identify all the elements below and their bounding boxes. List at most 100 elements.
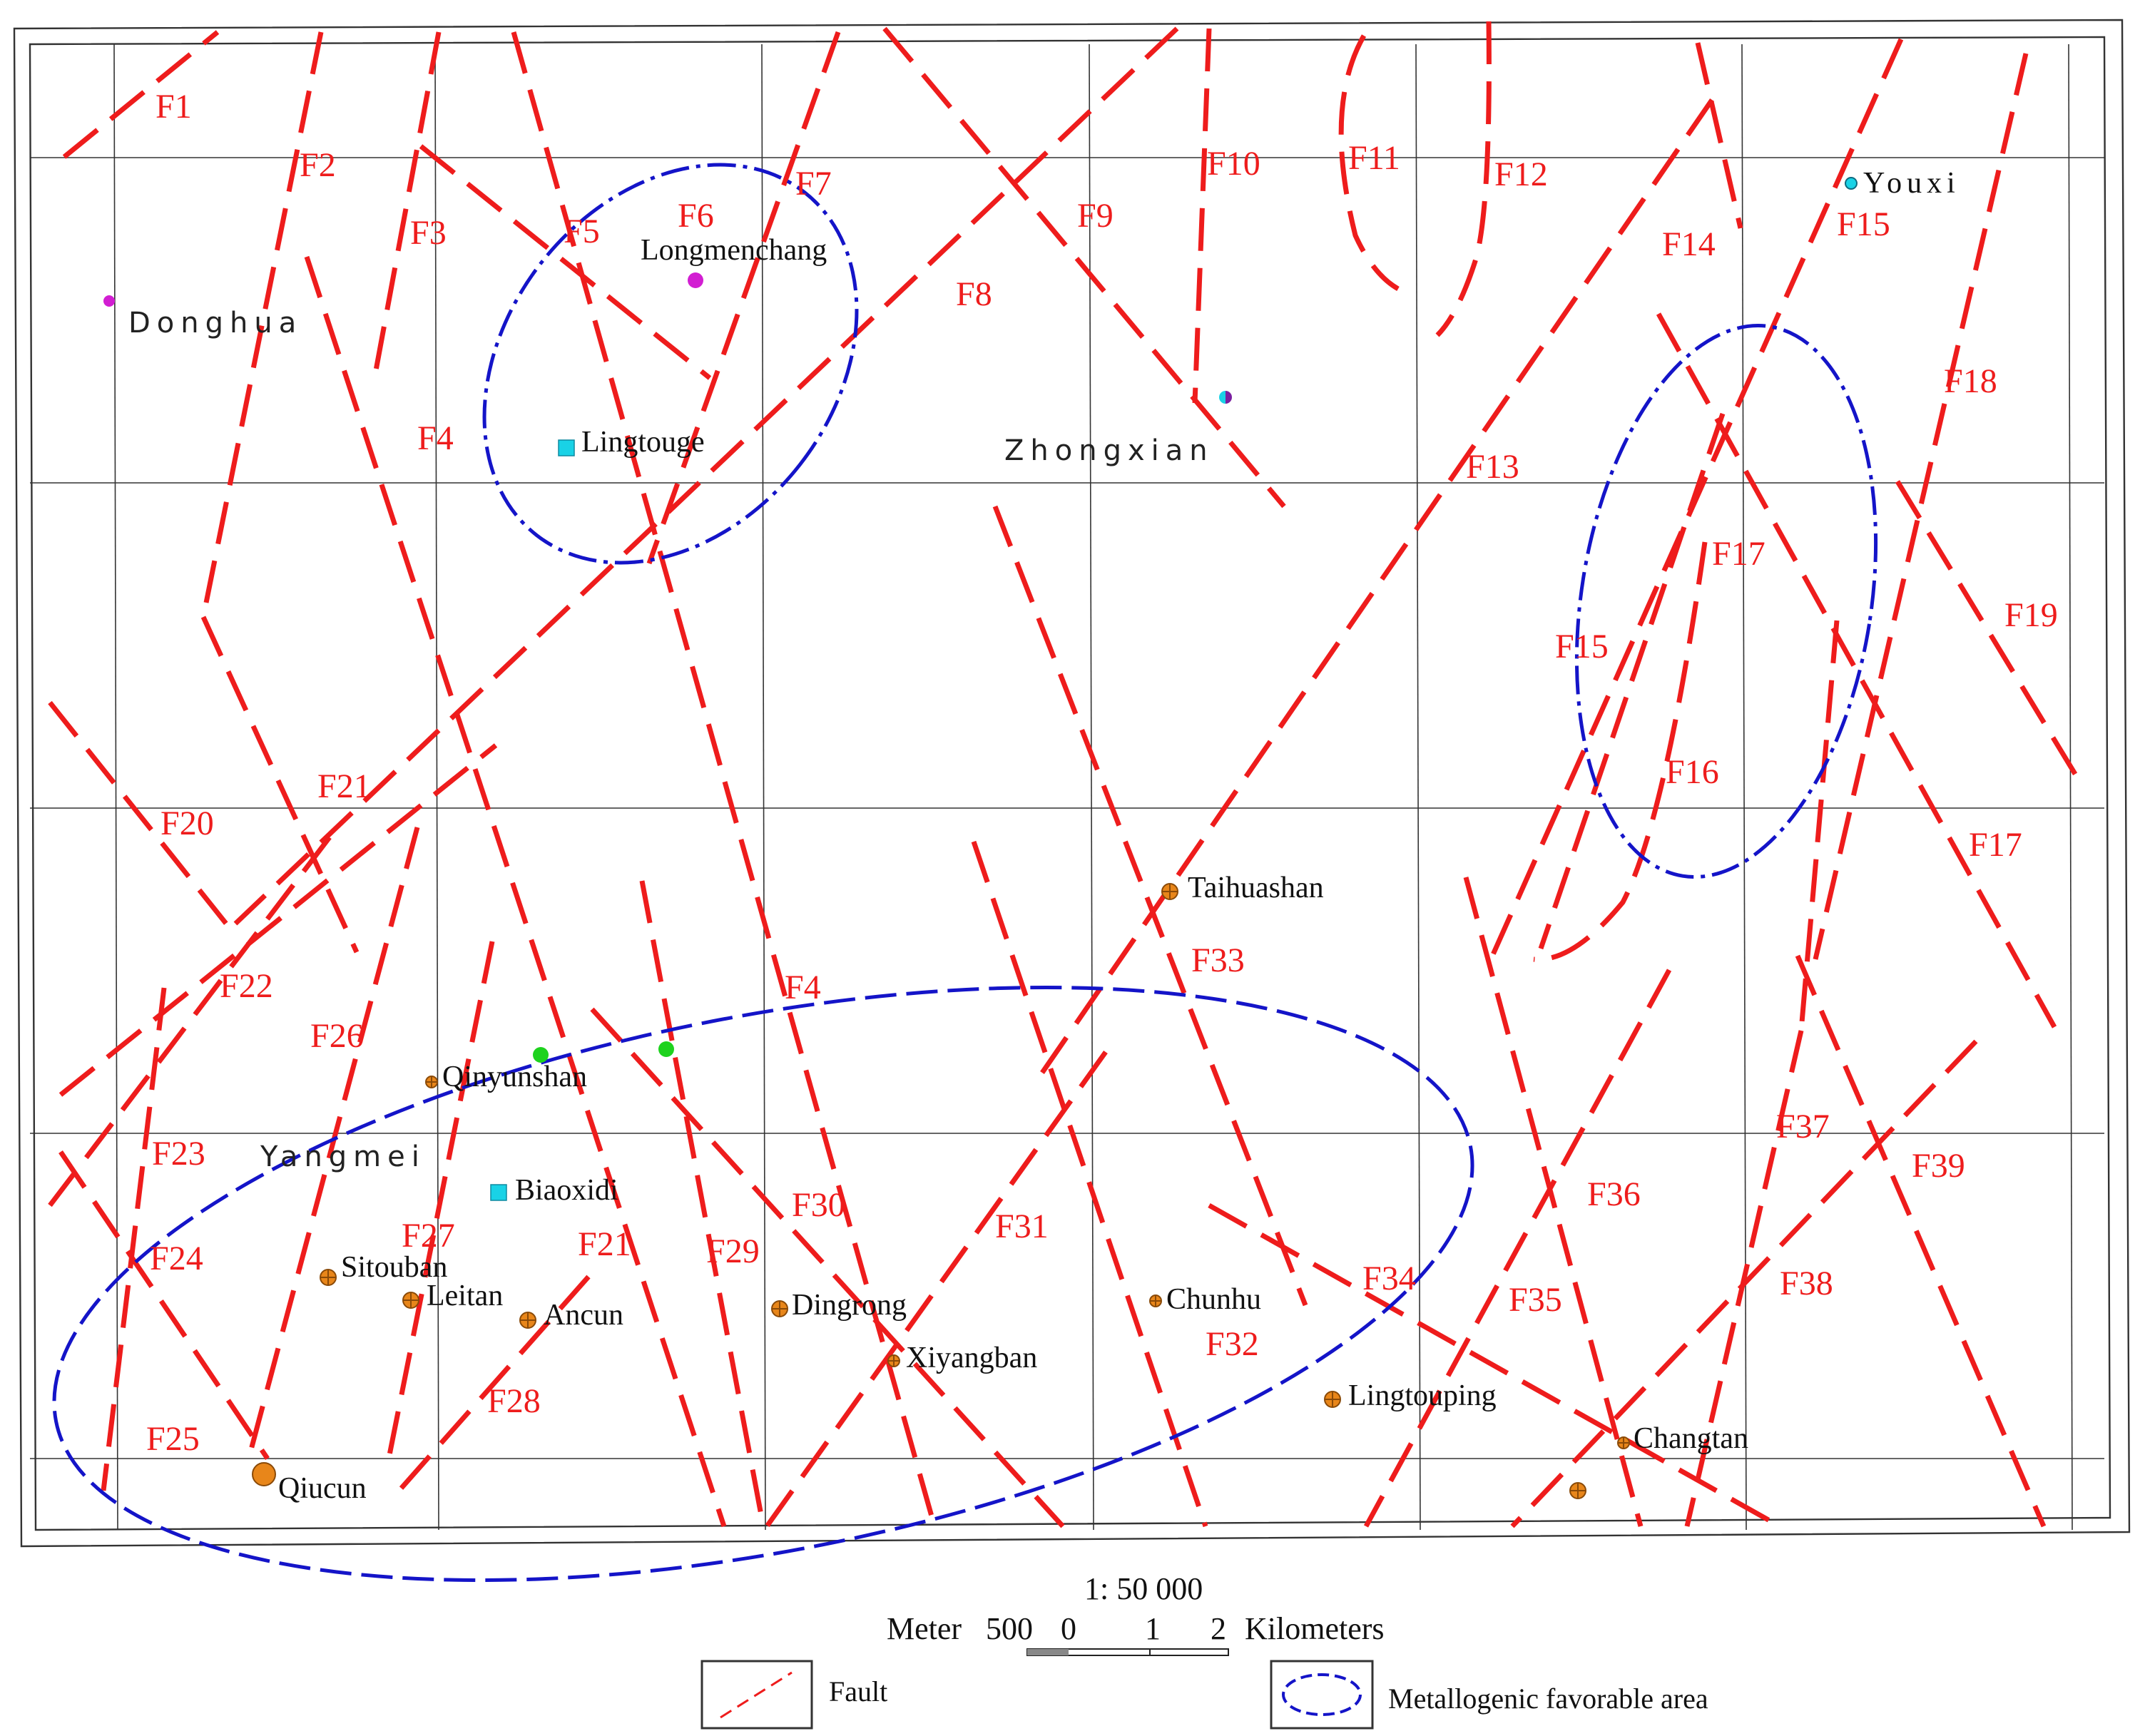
- deposit-marker: [1845, 177, 1858, 190]
- fault-label: F18: [1944, 362, 1997, 400]
- fault-label: F39: [1912, 1147, 1965, 1185]
- fault-label: F20: [160, 805, 214, 842]
- legend-fault-label: Fault: [829, 1675, 887, 1707]
- fault-line: [1795, 954, 2047, 1528]
- place-label-zhongxian: Zhongxian: [1004, 434, 1214, 467]
- place-label-xiyangban: Xiyangban: [906, 1342, 1037, 1374]
- fault-line: [1538, 412, 1726, 950]
- fault-line: [971, 840, 1208, 1528]
- fault-line: [511, 31, 937, 1527]
- fault-line: [765, 1050, 1108, 1528]
- deposit-marker: [425, 1076, 438, 1088]
- fault-line: [1656, 312, 2057, 1028]
- place-label-biaoxidi: Biaoxidi: [515, 1174, 618, 1207]
- scale-tick-label: 1: [1145, 1611, 1161, 1646]
- fault-line: [1463, 877, 1644, 1527]
- fault-line: [48, 700, 234, 933]
- scale-tick-label: 2: [1211, 1611, 1226, 1646]
- place-label-leitan: Leitan: [427, 1280, 503, 1312]
- place-label-yangmei: Yangmei: [260, 1140, 426, 1173]
- place-label-youxi: Youxi: [1863, 167, 1960, 200]
- deposit-marker: [1149, 1295, 1162, 1307]
- favorable-area-ellipse: [52, 985, 1474, 1583]
- place-label-lingtouge: Lingtouge: [581, 426, 705, 459]
- fault-line: [1338, 34, 1400, 292]
- place-label-taihuashan: Taihuashan: [1188, 872, 1324, 904]
- fault-line: [386, 941, 495, 1459]
- place-label-chunhu: Chunhu: [1166, 1283, 1261, 1316]
- place-label-lingtouping: Lingtouping: [1348, 1379, 1497, 1412]
- fault-line: [372, 31, 442, 379]
- place-label-longmenchang: Longmenchang: [641, 234, 827, 267]
- place-labels: Donghua Zhongxian Yangmei Longmenchang L…: [128, 167, 1960, 1505]
- fault-line: [1032, 98, 1714, 1086]
- deposit-marker: [490, 1184, 507, 1201]
- fault-label: F13: [1466, 448, 1519, 486]
- fault-label: F2: [300, 146, 336, 184]
- deposit-marker: [1219, 391, 1226, 404]
- fault-line: [1435, 21, 1492, 337]
- fault-label: F22: [220, 967, 273, 1005]
- fault-label: F31: [995, 1207, 1049, 1245]
- fault-label: F16: [1666, 753, 1719, 791]
- deposit-marker: [533, 1047, 549, 1063]
- fault-label: F10: [1207, 145, 1260, 183]
- fault-line: [1684, 1030, 1804, 1527]
- deposit-marker: [887, 1354, 900, 1367]
- fault-line: [1208, 1203, 1781, 1529]
- fault-label: F23: [152, 1135, 205, 1173]
- fault-label: F25: [146, 1420, 200, 1458]
- fault-label: F19: [2004, 596, 2058, 634]
- deposit-marker: [688, 272, 703, 288]
- place-label-changtan: Changtan: [1634, 1422, 1748, 1455]
- deposit-marker: [320, 1269, 337, 1286]
- place-label-ancun: Ancun: [544, 1299, 623, 1332]
- fault-label: F21: [578, 1225, 631, 1263]
- fault-line: [48, 832, 334, 1207]
- fault-line: [1695, 42, 1743, 229]
- deposit-marker: [1161, 883, 1178, 900]
- place-label-qinyunshan: Qinyunshan: [442, 1061, 587, 1093]
- place-label-donghua: Donghua: [128, 307, 302, 339]
- fault-line: [1533, 541, 1708, 962]
- fault-label: F17: [1969, 826, 2022, 864]
- fault-label: F37: [1776, 1108, 1830, 1145]
- fault-label: F4: [785, 969, 821, 1006]
- fault-line: [101, 987, 167, 1491]
- fault-label: F30: [792, 1186, 845, 1224]
- deposit-marker: [1569, 1482, 1586, 1499]
- fault-label: F33: [1191, 941, 1245, 979]
- fault-line: [646, 31, 841, 565]
- scale-tick-label: 0: [1061, 1611, 1076, 1646]
- legend-area-ellipse: [1282, 1673, 1362, 1716]
- scale-bar-graphic: [1027, 1649, 1069, 1655]
- fault-label: F28: [487, 1382, 541, 1420]
- fault-label: F34: [1362, 1260, 1416, 1297]
- fault-label: F27: [402, 1217, 455, 1255]
- fault-lines: [48, 21, 2082, 1529]
- fault-label: F32: [1206, 1325, 1259, 1363]
- favorable-area-ellipse: [482, 163, 859, 565]
- deposit-marker: [771, 1300, 788, 1317]
- deposit-marker: [658, 1041, 674, 1057]
- fault-label: F36: [1587, 1175, 1641, 1213]
- fault-line: [1813, 53, 2029, 960]
- fault-line: [1363, 969, 1672, 1528]
- fault-label: F12: [1494, 155, 1548, 193]
- fault-line: [639, 880, 766, 1527]
- scale-unit-right: Kilometers: [1245, 1611, 1385, 1646]
- fault-label: F8: [956, 275, 992, 313]
- fault-label: F6: [678, 197, 714, 235]
- fault-label: F24: [150, 1240, 203, 1277]
- fault-label: F14: [1662, 225, 1716, 263]
- deposit-marker: [558, 439, 575, 456]
- fault-label: F21: [317, 767, 371, 805]
- fault-label: F38: [1780, 1265, 1833, 1302]
- fault-line: [1192, 28, 1212, 404]
- fault-line: [62, 30, 220, 159]
- fault-line: [1510, 1039, 1978, 1528]
- fault-line: [200, 616, 360, 954]
- fault-line: [394, 1275, 591, 1496]
